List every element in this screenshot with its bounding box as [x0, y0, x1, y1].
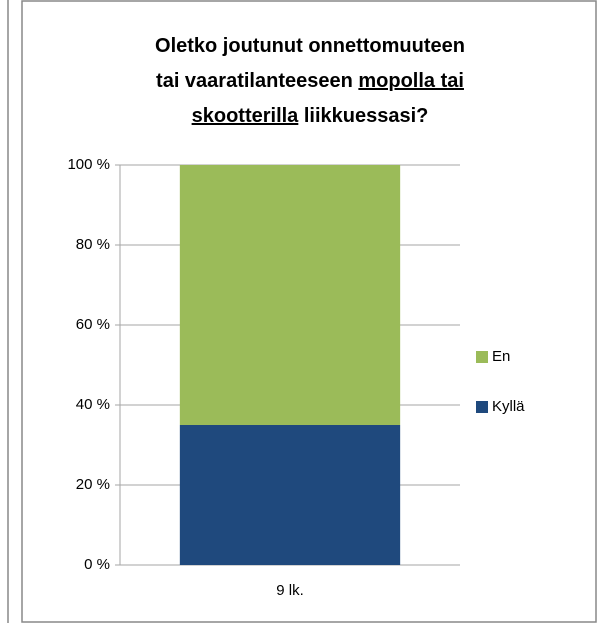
legend-swatch: [476, 401, 488, 413]
x-tick-label: 9 lk.: [276, 582, 304, 599]
chart-title: Oletko joutunut onnettomuuteen: [155, 35, 465, 57]
bar-segment: [179, 165, 401, 425]
y-tick-label: 80 %: [76, 236, 110, 253]
y-tick-label: 0 %: [84, 556, 110, 573]
legend-label: Kyllä: [492, 398, 525, 415]
chart-title: skootterilla liikkuessasi?: [192, 105, 429, 127]
chart-title: tai vaaratilanteeseen mopolla tai: [156, 70, 464, 92]
y-tick-label: 40 %: [76, 396, 110, 413]
legend-swatch: [476, 351, 488, 363]
bar-segment: [179, 425, 401, 565]
y-tick-label: 20 %: [76, 476, 110, 493]
y-tick-label: 60 %: [76, 316, 110, 333]
y-tick-label: 100 %: [67, 156, 110, 173]
legend-label: En: [492, 348, 510, 365]
